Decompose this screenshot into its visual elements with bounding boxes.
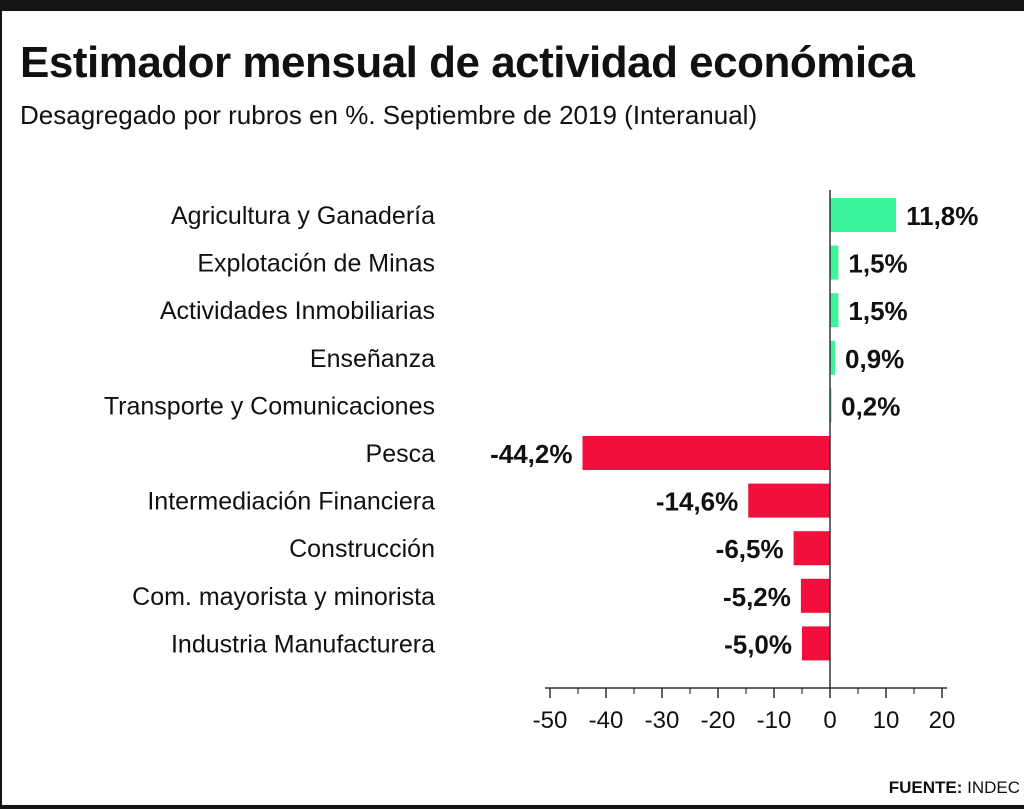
negative-bar [748,483,830,518]
data-label: -14,6% [656,487,738,517]
positive-bar [830,245,839,280]
data-label: -6,5% [716,534,784,564]
x-tick-label: -30 [645,707,680,734]
data-label: 1,5% [848,249,907,279]
positive-bar [830,340,836,375]
category-label: Industria Manufacturera [171,630,435,658]
negative-bar [582,436,830,470]
category-label: Pesca [366,440,436,468]
chart-title: Estimador mensual de actividad económica [20,38,915,87]
x-tick-label: 10 [873,707,900,734]
data-label: 0,2% [841,391,900,421]
x-tick-label: -40 [589,707,624,734]
category-label: Agricultura y Ganadería [171,202,435,230]
source-label: FUENTE: [888,778,963,797]
x-tick-label: -20 [701,707,736,734]
chart-subtitle: Desagregado por rubros en %. Septiembre … [20,100,758,130]
category-label: Intermediación Financiera [147,488,435,516]
data-label: -5,0% [724,629,792,659]
negative-bar [802,626,830,661]
top-border-bar [0,0,1024,11]
source-value: INDEC [967,778,1020,797]
source-note: FUENTE: INDEC [889,778,1020,798]
x-tick-label: -10 [757,707,792,734]
category-label: Enseñanza [310,345,435,373]
category-label: Construcción [289,535,435,563]
bar-chart: Agricultura y Ganadería 11,8% Explotación … [104,190,978,734]
left-border-line [0,0,2,809]
data-label: 0,9% [845,344,904,374]
category-label: Transporte y Comunicaciones [104,392,435,420]
category-label: Explotación de Minas [197,250,435,278]
data-label: 11,8% [906,201,978,231]
x-tick-label: 20 [929,707,956,734]
data-label: 1,5% [848,296,907,326]
negative-bar [793,531,830,566]
positive-bar [830,198,897,232]
bottom-border-line [0,805,1024,809]
negative-bar [800,578,830,613]
category-label: Com. mayorista y minorista [132,583,435,611]
data-label: -5,2% [723,582,791,612]
x-tick-label: 0 [823,707,836,734]
x-tick-label: -50 [533,707,568,734]
category-label: Actividades Inmobiliarias [160,297,435,325]
data-label: -44,2% [490,439,572,469]
positive-bar [830,293,839,328]
